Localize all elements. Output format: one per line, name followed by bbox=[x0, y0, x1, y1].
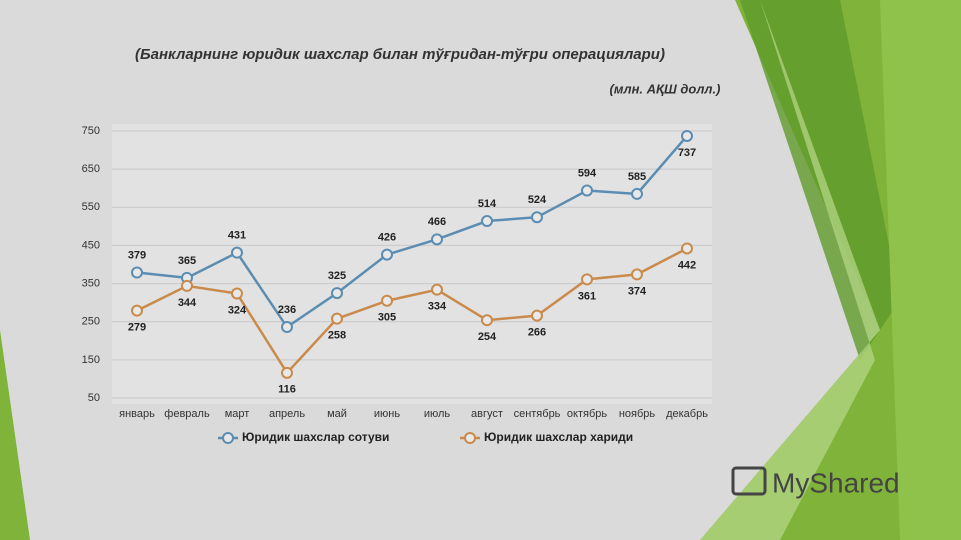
plot-area bbox=[112, 124, 712, 404]
y-tick-label: 50 bbox=[88, 392, 100, 404]
green-shape bbox=[700, 0, 880, 540]
data-label: 585 bbox=[628, 171, 646, 183]
data-label: 344 bbox=[178, 297, 197, 309]
point bbox=[631, 268, 643, 281]
point bbox=[381, 248, 393, 261]
legend-marker bbox=[464, 432, 476, 444]
data-label: 334 bbox=[428, 301, 447, 313]
data-label: 379 bbox=[128, 249, 146, 261]
point bbox=[181, 279, 193, 292]
y-tick-label: 750 bbox=[82, 125, 100, 137]
data-label: 514 bbox=[478, 198, 497, 210]
point bbox=[681, 129, 693, 142]
point bbox=[531, 309, 543, 322]
x-tick-label: ноябрь bbox=[619, 408, 656, 420]
point bbox=[131, 266, 143, 279]
point bbox=[131, 304, 143, 317]
legend-label: Юридик шахслар хариди bbox=[484, 430, 633, 444]
data-label: 594 bbox=[578, 167, 597, 179]
x-tick-label: декабрь bbox=[666, 408, 708, 420]
data-label: 236 bbox=[278, 304, 296, 316]
data-label: 365 bbox=[178, 255, 196, 267]
legend-marker bbox=[222, 432, 234, 444]
series-line bbox=[136, 247, 688, 375]
y-tick-label: 550 bbox=[82, 201, 100, 213]
point bbox=[481, 314, 493, 327]
data-label: 374 bbox=[628, 285, 647, 297]
chart-title: (Банкларнинг юридик шахслар билан тўғрид… bbox=[135, 46, 665, 63]
point bbox=[631, 187, 643, 200]
data-label: 279 bbox=[128, 322, 146, 334]
x-tick-label: апрель bbox=[269, 408, 305, 420]
point bbox=[381, 294, 393, 307]
legend-label: Юридик шахслар сотуви bbox=[242, 430, 389, 444]
data-label: 431 bbox=[228, 230, 246, 242]
series-line bbox=[136, 135, 688, 329]
data-label: 254 bbox=[478, 331, 497, 343]
point bbox=[581, 273, 593, 286]
data-label: 737 bbox=[678, 147, 696, 159]
point bbox=[481, 215, 493, 228]
x-tick-label: сентябрь bbox=[514, 408, 561, 420]
data-label: 258 bbox=[328, 330, 346, 342]
x-tick-label: октябрь bbox=[567, 408, 607, 420]
y-tick-label: 650 bbox=[82, 163, 100, 175]
watermark: MyShared bbox=[772, 467, 900, 498]
green-shape bbox=[0, 330, 30, 540]
y-tick-label: 250 bbox=[82, 316, 100, 328]
y-tick-label: 350 bbox=[82, 277, 100, 289]
x-tick-label: июнь bbox=[374, 408, 400, 420]
green-shape bbox=[880, 0, 961, 540]
data-label: 305 bbox=[378, 312, 396, 324]
data-label: 116 bbox=[278, 384, 296, 396]
x-tick-label: март bbox=[225, 408, 250, 420]
point bbox=[281, 366, 293, 379]
data-label: 426 bbox=[378, 231, 396, 243]
y-tick-label: 450 bbox=[82, 239, 100, 251]
data-label: 325 bbox=[328, 270, 346, 282]
point bbox=[331, 312, 343, 325]
x-tick-label: январь bbox=[119, 408, 155, 420]
logo-icon bbox=[731, 466, 767, 496]
point bbox=[331, 287, 343, 300]
data-label: 466 bbox=[428, 216, 446, 228]
point bbox=[681, 242, 693, 255]
chart-subtitle: (млн. АҚШ долл.) bbox=[610, 81, 721, 96]
data-label: 266 bbox=[528, 327, 546, 339]
data-label: 324 bbox=[228, 304, 247, 316]
point bbox=[581, 184, 593, 197]
point bbox=[231, 287, 243, 300]
x-tick-label: август bbox=[471, 408, 503, 420]
point bbox=[281, 321, 293, 334]
data-label: 442 bbox=[678, 259, 696, 271]
point bbox=[231, 246, 243, 259]
data-label: 524 bbox=[528, 194, 547, 206]
data-label: 361 bbox=[578, 290, 596, 302]
y-tick-label: 150 bbox=[82, 354, 100, 366]
x-tick-label: май bbox=[327, 408, 347, 420]
x-tick-label: июль bbox=[424, 408, 451, 420]
point bbox=[431, 233, 443, 246]
point bbox=[431, 283, 443, 296]
x-tick-label: февраль bbox=[164, 408, 210, 420]
point bbox=[531, 211, 543, 224]
